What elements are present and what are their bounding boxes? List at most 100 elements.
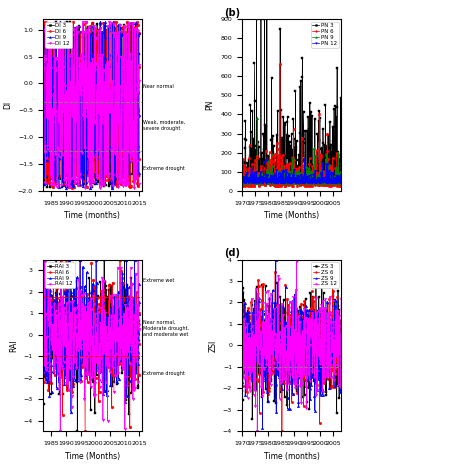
Line: DI 6: DI 6 [41,20,140,190]
DI 12 [73,113,78,118]
RAI 6 [122,335,128,340]
RAI 9 [68,409,74,415]
Y-axis label: PN: PN [206,100,215,110]
RAI 9 [75,361,81,367]
RAI 12 [57,428,63,434]
PN 12 [292,178,297,183]
RAI 9 [40,313,46,319]
ZS 9 [323,350,329,356]
DI 9 [110,152,116,158]
PN 6 [283,175,289,181]
DI 6 [46,64,52,70]
Legend: RAI 3, RAI 6, RAI 9, RAI 12: RAI 3, RAI 6, RAI 9, RAI 12 [46,262,75,288]
ZS 12 [283,323,289,329]
ZS 9 [290,391,295,396]
ZS 12 [294,258,300,264]
RAI 3 [53,257,59,263]
ZS 6 [279,428,285,434]
ZS 9 [239,337,245,343]
ZS 6 [292,338,297,344]
DI 9 [135,62,140,67]
Line: ZS 6: ZS 6 [240,271,342,433]
RAI 12 [136,322,142,328]
Line: DI 9: DI 9 [41,20,140,189]
PN 12 [338,173,344,178]
ZS 9 [292,342,297,348]
PN 12 [301,156,307,162]
DI 6 [75,150,81,155]
ZS 12 [288,337,293,343]
ZS 3 [274,280,280,286]
PN 6 [239,182,245,187]
ZS 12 [328,356,334,362]
PN 12 [328,179,334,185]
Line: ZS 3: ZS 3 [240,282,342,421]
RAI 6 [110,280,116,285]
PN 12 [239,174,245,180]
X-axis label: Time (Months): Time (Months) [264,211,319,220]
PN 6 [277,62,283,67]
PN 9 [338,177,344,182]
PN 9 [323,179,329,184]
RAI 6 [46,314,52,319]
ZS 9 [283,338,289,344]
PN 6 [338,179,344,184]
PN 3 [292,170,297,176]
RAI 12 [40,340,46,346]
DI 12 [75,29,81,35]
RAI 6 [135,330,140,336]
Text: Weak, moderate,
severe drought: Weak, moderate, severe drought [143,120,185,131]
ZS 6 [328,333,334,338]
Y-axis label: RAI: RAI [9,339,18,352]
DI 9 [75,64,81,70]
PN 9 [288,168,293,174]
Text: (d): (d) [224,248,240,258]
PN 12 [288,180,293,185]
RAI 12 [135,257,141,263]
ZS 3 [323,340,329,346]
DI 12 [82,185,88,191]
Y-axis label: DI: DI [3,101,12,109]
DI 9 [97,19,103,25]
ZS 3 [292,320,297,326]
Line: RAI 9: RAI 9 [41,258,140,413]
RAI 3 [40,340,46,346]
DI 9 [46,67,52,73]
ZS 12 [338,296,344,302]
RAI 9 [73,330,79,336]
DI 3 [122,79,128,84]
DI 6 [73,113,78,118]
DI 3 [110,177,116,183]
PN 9 [292,178,297,184]
RAI 9 [66,257,72,263]
ZS 6 [283,351,289,357]
Text: (b): (b) [224,8,240,18]
Line: PN 6: PN 6 [240,63,342,187]
PN 12 [290,179,295,184]
PN 12 [323,179,329,185]
ZS 3 [283,330,289,336]
RAI 9 [110,322,116,328]
RAI 9 [136,311,142,317]
Legend: DI 3, DI 6, DI 9, DI 12: DI 3, DI 6, DI 9, DI 12 [46,22,72,47]
PN 9 [283,178,289,183]
ZS 3 [239,340,245,346]
DI 6 [122,64,128,69]
RAI 3 [75,359,81,365]
PN 3 [323,154,329,159]
Line: PN 12: PN 12 [240,157,342,183]
PN 3 [239,168,245,174]
ZS 3 [288,358,294,364]
RAI 9 [46,346,52,351]
DI 6 [124,19,130,25]
PN 9 [307,180,312,186]
DI 9 [136,30,142,36]
PN 3 [283,165,289,171]
ZS 12 [292,341,297,346]
Line: ZS 12: ZS 12 [240,260,342,433]
Text: Extreme drought: Extreme drought [143,371,185,376]
DI 3 [75,112,81,118]
RAI 3 [74,428,80,434]
X-axis label: Time (months): Time (months) [64,211,120,220]
RAI 3 [46,288,52,294]
